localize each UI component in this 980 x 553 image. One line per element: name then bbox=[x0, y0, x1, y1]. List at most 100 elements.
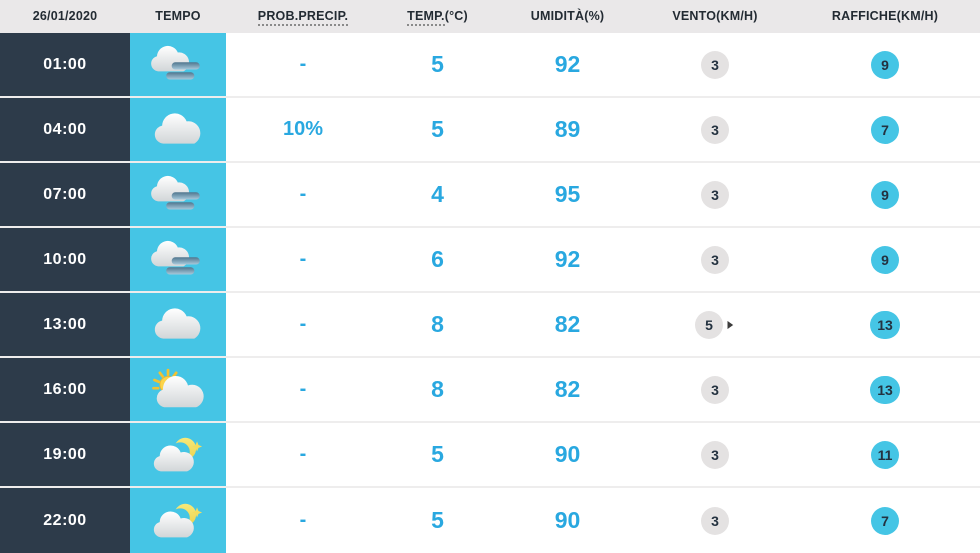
temperature-value: 5 bbox=[431, 116, 444, 142]
gusts-cell: 9 bbox=[790, 50, 980, 79]
date-header: 26/01/2020 bbox=[32, 9, 98, 23]
wind-cell: 3 bbox=[640, 375, 790, 404]
column-header-humidity: UMIDITÀ(%) bbox=[530, 9, 605, 23]
temperature-value: 5 bbox=[431, 51, 444, 77]
humidity-value: 92 bbox=[554, 51, 581, 77]
table-row: 07:00 - 4 95 3 9 bbox=[0, 163, 980, 228]
precip-probability-value: - bbox=[299, 509, 307, 531]
table-row: 10:00 - 6 92 3 9 bbox=[0, 228, 980, 293]
precip-probability-value: - bbox=[299, 313, 307, 335]
temperature-value: 5 bbox=[431, 441, 444, 467]
fog-icon bbox=[149, 43, 207, 87]
weather-icon-cell bbox=[130, 423, 226, 486]
weather-icon-cell bbox=[130, 488, 226, 553]
humidity-value: 82 bbox=[554, 376, 581, 402]
moon-cloud-icon bbox=[149, 499, 207, 543]
time-label: 07:00 bbox=[0, 163, 130, 226]
wind-badge: 3 bbox=[701, 440, 729, 469]
table-header-row: 26/01/2020 TEMPO PROB.PRECIP. TEMP.(°C) … bbox=[0, 0, 980, 33]
humidity-value: 82 bbox=[554, 311, 581, 337]
column-header-wind: VENTO(KM/H) bbox=[672, 9, 758, 23]
gusts-badge: 13 bbox=[870, 375, 900, 404]
time-label: 10:00 bbox=[0, 228, 130, 291]
table-row: 01:00 - 5 92 3 9 bbox=[0, 33, 980, 98]
gusts-badge: 11 bbox=[870, 440, 900, 469]
table-row: 16:00 - 8 82 3 13 bbox=[0, 358, 980, 423]
moon-cloud-icon bbox=[149, 433, 207, 477]
wind-cell: 3 bbox=[640, 440, 790, 469]
humidity-value: 90 bbox=[554, 441, 581, 467]
table-row: 13:00 - 8 82 5 13 bbox=[0, 293, 980, 358]
cloud-icon bbox=[149, 108, 207, 152]
cursor-arrow-icon bbox=[726, 318, 735, 331]
fog-icon bbox=[149, 238, 207, 282]
time-label: 13:00 bbox=[0, 293, 130, 356]
time-label: 01:00 bbox=[0, 33, 130, 96]
temperature-value: 4 bbox=[431, 181, 444, 207]
precip-probability-value: - bbox=[299, 183, 307, 205]
humidity-value: 95 bbox=[554, 181, 581, 207]
gusts-cell: 13 bbox=[790, 310, 980, 339]
wind-badge: 3 bbox=[701, 506, 729, 535]
gusts-cell: 13 bbox=[790, 375, 980, 404]
temp-unit: (°C) bbox=[444, 9, 468, 23]
prob-precip-abbr[interactable]: PROB.PRECIP. bbox=[257, 9, 349, 26]
wind-badge: 5 bbox=[695, 310, 723, 339]
wind-badge: 3 bbox=[701, 115, 729, 144]
cloud-icon bbox=[149, 303, 207, 347]
weather-icon-cell bbox=[130, 293, 226, 356]
table-row: 04:00 10% 5 89 3 7 bbox=[0, 98, 980, 163]
time-label: 04:00 bbox=[0, 98, 130, 161]
temperature-value: 8 bbox=[431, 376, 444, 402]
wind-badge: 3 bbox=[701, 50, 729, 79]
wind-cell: 3 bbox=[640, 50, 790, 79]
gusts-badge: 9 bbox=[871, 180, 899, 209]
precip-probability-value: - bbox=[299, 248, 307, 270]
fog-icon bbox=[149, 173, 207, 217]
temperature-value: 5 bbox=[431, 507, 444, 533]
wind-cell: 5 bbox=[640, 310, 790, 339]
time-label: 22:00 bbox=[0, 488, 130, 553]
wind-badge: 3 bbox=[701, 245, 729, 274]
humidity-value: 90 bbox=[554, 507, 581, 533]
column-header-tempo: TEMPO bbox=[155, 9, 201, 23]
precip-probability-value: - bbox=[299, 443, 307, 465]
temperature-value: 8 bbox=[431, 311, 444, 337]
forecast-rows: 01:00 - 5 92 3 9 04:00 10% 5 89 3 bbox=[0, 33, 980, 553]
gusts-badge: 9 bbox=[871, 245, 899, 274]
wind-cell: 3 bbox=[640, 245, 790, 274]
precip-probability-value: - bbox=[299, 378, 307, 400]
wind-cell: 3 bbox=[640, 506, 790, 535]
weather-icon-cell bbox=[130, 33, 226, 96]
precip-probability-value: - bbox=[299, 53, 307, 75]
gusts-badge: 7 bbox=[871, 506, 899, 535]
gusts-badge: 7 bbox=[871, 115, 899, 144]
time-label: 16:00 bbox=[0, 358, 130, 421]
gusts-cell: 11 bbox=[790, 440, 980, 469]
wind-badge: 3 bbox=[701, 180, 729, 209]
gusts-cell: 7 bbox=[790, 115, 980, 144]
wind-cell: 3 bbox=[640, 115, 790, 144]
humidity-value: 92 bbox=[554, 246, 581, 272]
weather-icon-cell bbox=[130, 163, 226, 226]
weather-icon-cell bbox=[130, 228, 226, 291]
gusts-cell: 9 bbox=[790, 245, 980, 274]
temp-abbr[interactable]: TEMP. bbox=[407, 9, 445, 26]
table-row: 22:00 - 5 90 3 7 bbox=[0, 488, 980, 553]
weather-icon-cell bbox=[130, 358, 226, 421]
precip-probability-value: 10% bbox=[282, 118, 324, 140]
gusts-cell: 7 bbox=[790, 506, 980, 535]
time-label: 19:00 bbox=[0, 423, 130, 486]
column-header-temp[interactable]: TEMP.(°C) bbox=[380, 0, 495, 33]
temperature-value: 6 bbox=[431, 246, 444, 272]
gusts-badge: 9 bbox=[871, 50, 899, 79]
gusts-badge: 13 bbox=[870, 310, 900, 339]
wind-cell: 3 bbox=[640, 180, 790, 209]
column-header-prob-precip[interactable]: PROB.PRECIP. bbox=[226, 0, 380, 33]
wind-badge: 3 bbox=[701, 375, 729, 404]
humidity-value: 89 bbox=[554, 116, 581, 142]
gusts-cell: 9 bbox=[790, 180, 980, 209]
sun-cloud-icon bbox=[149, 368, 207, 412]
column-header-gusts: RAFFICHE(KM/H) bbox=[831, 9, 939, 23]
